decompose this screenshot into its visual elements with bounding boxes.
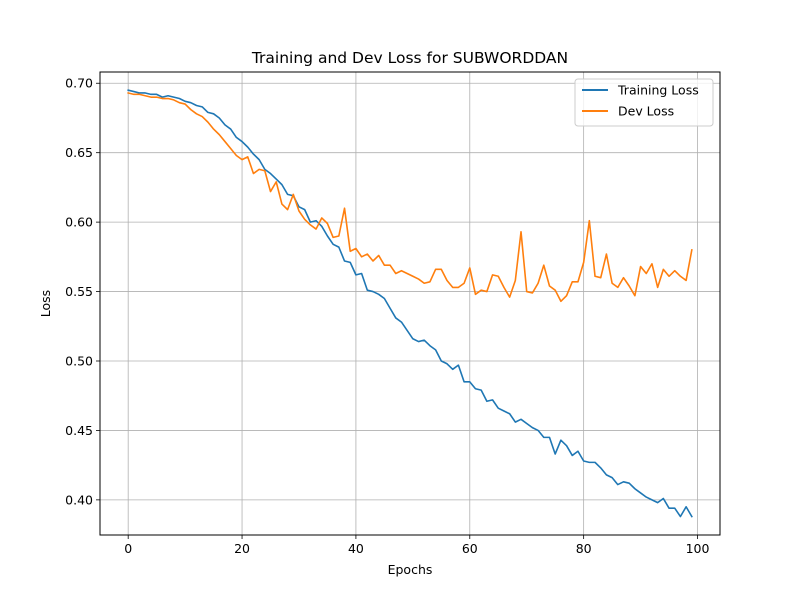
grid-lines	[100, 72, 720, 535]
x-tick-label: 80	[576, 541, 592, 556]
y-tick-label: 0.60	[65, 215, 93, 230]
y-tick-label: 0.65	[65, 145, 93, 160]
y-axis-label: Loss	[38, 290, 53, 317]
y-tick-label: 0.70	[65, 76, 93, 91]
x-tick-label: 100	[686, 541, 710, 556]
chart-title: Training and Dev Loss for SUBWORDDAN	[251, 49, 568, 67]
legend-label-training-loss: Training Loss	[617, 83, 699, 98]
y-tick-label: 0.40	[65, 492, 93, 507]
plot-area-frame	[99, 71, 721, 536]
legend-label-dev-loss: Dev Loss	[618, 104, 674, 119]
y-tick-label: 0.55	[65, 284, 93, 299]
legend: Training Loss Dev Loss	[574, 78, 714, 127]
x-tick-label: 60	[462, 541, 478, 556]
x-tick-label: 0	[124, 541, 132, 556]
series-line-training-loss	[127, 89, 693, 518]
series-lines	[127, 89, 693, 518]
legend-box	[574, 78, 714, 127]
x-tick-label: 40	[348, 541, 364, 556]
series-line-dev-loss	[127, 92, 693, 303]
y-tick-label: 0.45	[65, 423, 93, 438]
x-tick-label: 20	[234, 541, 250, 556]
x-axis-label: Epochs	[388, 562, 433, 577]
y-tick-label: 0.50	[65, 353, 93, 368]
axis-ticks: 0 20 40 60 80 100 0.40 0.45 0.50 0.55 0.60 0.65 0.70	[65, 76, 709, 556]
